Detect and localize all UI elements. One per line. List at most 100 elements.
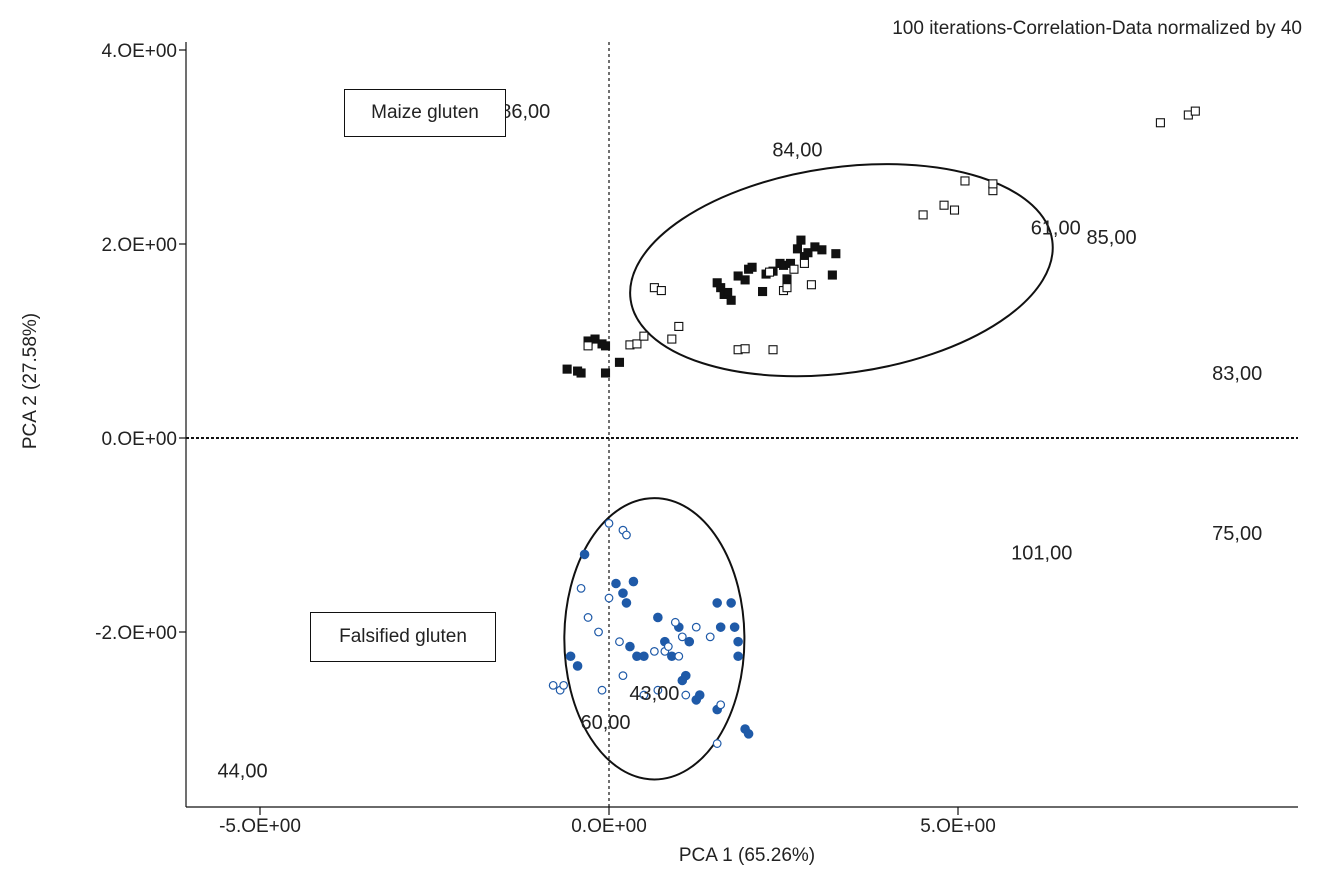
data-point-circle-filled xyxy=(653,612,663,623)
data-point-square-open xyxy=(674,321,684,332)
data-point-circle-filled xyxy=(625,641,635,652)
data-point-square-open xyxy=(1190,106,1200,116)
data-point-circle-open xyxy=(705,632,715,642)
data-point-circle-open xyxy=(674,651,684,661)
data-point-circle-filled xyxy=(726,598,736,608)
data-point-square-filled xyxy=(590,334,600,344)
data-point-square-open xyxy=(667,334,677,344)
data-point-square-open xyxy=(768,345,778,355)
data-point-circle-open xyxy=(576,583,586,593)
data-point-square-filled xyxy=(723,287,733,298)
data-point-square-filled xyxy=(614,357,625,367)
data-point-circle-filled xyxy=(611,578,621,589)
point-annotation: 43,00 xyxy=(629,683,679,705)
data-point-circle-filled xyxy=(684,636,695,647)
data-point-square-filled xyxy=(758,286,768,297)
y-tick-label: 2.OE+00 xyxy=(101,235,177,256)
data-point-circle-open xyxy=(604,593,614,603)
data-point-circle-open xyxy=(670,617,680,627)
data-point-circle-open xyxy=(559,680,569,690)
data-point-circle-filled xyxy=(621,598,632,608)
data-point-circle-filled xyxy=(680,670,691,681)
data-point-circle-filled xyxy=(572,661,583,671)
point-annotation: 75,00 xyxy=(1212,523,1262,545)
data-point-circle-open xyxy=(604,518,614,528)
point-annotation: 101,00 xyxy=(1011,542,1072,564)
data-point-square-filled xyxy=(803,248,813,258)
data-point-square-open xyxy=(583,341,593,351)
point-annotation: 61,00 xyxy=(1031,217,1081,239)
plot-area: -5.OE+00 0.OE+00 5.OE+00 4.OE+00 2.OE+00 0.OE… xyxy=(95,41,1298,837)
data-point-square-filled xyxy=(576,368,586,378)
data-point-circle-open xyxy=(681,690,691,700)
data-point-square-open xyxy=(1155,118,1165,128)
data-point-square-filled xyxy=(792,244,803,254)
data-point-circle-open xyxy=(716,700,726,710)
data-point-circle-filled xyxy=(579,549,590,560)
group-label-falsified-gluten: Falsified gluten xyxy=(339,626,467,647)
data-point-circle-filled xyxy=(715,622,726,632)
data-point-circle-filled xyxy=(733,651,743,662)
data-point-square-open xyxy=(782,283,792,293)
data-point-square-filled xyxy=(817,245,827,255)
data-point-square-open xyxy=(740,344,750,354)
y-tick-label: 0.OE+00 xyxy=(101,429,177,450)
data-point-circle-open xyxy=(615,637,624,647)
point-annotation: 60,00 xyxy=(580,712,630,734)
data-point-circle-open xyxy=(639,690,649,700)
point-annotation: 44,00 xyxy=(218,761,268,783)
data-point-square-filled xyxy=(600,341,611,351)
legend-box-maize-gluten: Maize gluten xyxy=(344,89,506,137)
data-point-circle-filled xyxy=(729,622,740,632)
data-point-circle-filled xyxy=(565,651,576,662)
chart-title: 100 iterations-Correlation-Data normaliz… xyxy=(892,18,1302,39)
data-point-circle-filled xyxy=(712,598,722,608)
data-point-square-filled xyxy=(796,235,806,245)
data-point-circle-open xyxy=(677,632,687,642)
data-point-circle-open xyxy=(649,647,659,656)
data-point-circle-open xyxy=(597,685,607,695)
data-point-circle-open xyxy=(594,627,603,637)
point-annotation: 86,00 xyxy=(500,101,550,123)
data-point-square-open xyxy=(639,331,649,341)
y-axis-label: PCA 2 (27.58%) xyxy=(20,313,41,449)
data-point-square-open xyxy=(789,264,799,274)
data-point-square-open xyxy=(988,179,998,189)
data-point-circle-filled xyxy=(628,576,639,587)
y-tick-label: -2.OE+00 xyxy=(95,623,177,644)
data-point-square-open xyxy=(939,200,949,210)
data-point-circle-open xyxy=(663,642,673,651)
data-point-square-open xyxy=(632,339,642,349)
data-point-circle-open xyxy=(548,680,558,690)
x-tick-label: 5.OE+00 xyxy=(920,816,996,837)
legend-box-falsified-gluten: Falsified gluten xyxy=(310,612,496,662)
data-point-circle-open xyxy=(622,530,631,540)
data-point-square-filled xyxy=(600,368,611,378)
data-point-square-filled xyxy=(562,364,572,374)
data-point-circle-filled xyxy=(733,636,743,647)
data-point-square-open xyxy=(949,205,960,215)
data-point-square-filled xyxy=(782,274,792,284)
data-point-square-open xyxy=(656,286,666,296)
group-label-maize-gluten: Maize gluten xyxy=(371,102,479,123)
y-tick-label: 4.OE+00 xyxy=(101,41,177,62)
group-ellipse xyxy=(629,163,1054,378)
data-point-square-filled xyxy=(831,249,841,259)
data-point-circle-open xyxy=(618,671,628,681)
data-point-circle-filled xyxy=(743,729,754,739)
group-ellipse xyxy=(563,497,746,781)
data-point-square-open xyxy=(764,267,775,277)
data-point-square-open xyxy=(799,258,809,268)
data-point-circle-filled xyxy=(694,690,705,700)
x-axis-label: PCA 1 (65.26%) xyxy=(679,845,815,866)
data-point-circle-filled xyxy=(639,651,649,662)
data-point-square-open xyxy=(806,280,816,290)
data-point-square-filled xyxy=(740,275,750,285)
data-point-square-filled xyxy=(747,262,757,272)
data-point-circle-open xyxy=(653,685,663,695)
point-annotation: 85,00 xyxy=(1087,227,1137,249)
data-point-circle-open xyxy=(583,613,593,622)
data-point-square-filled xyxy=(726,295,736,305)
x-tick-label: 0.OE+00 xyxy=(571,816,647,837)
